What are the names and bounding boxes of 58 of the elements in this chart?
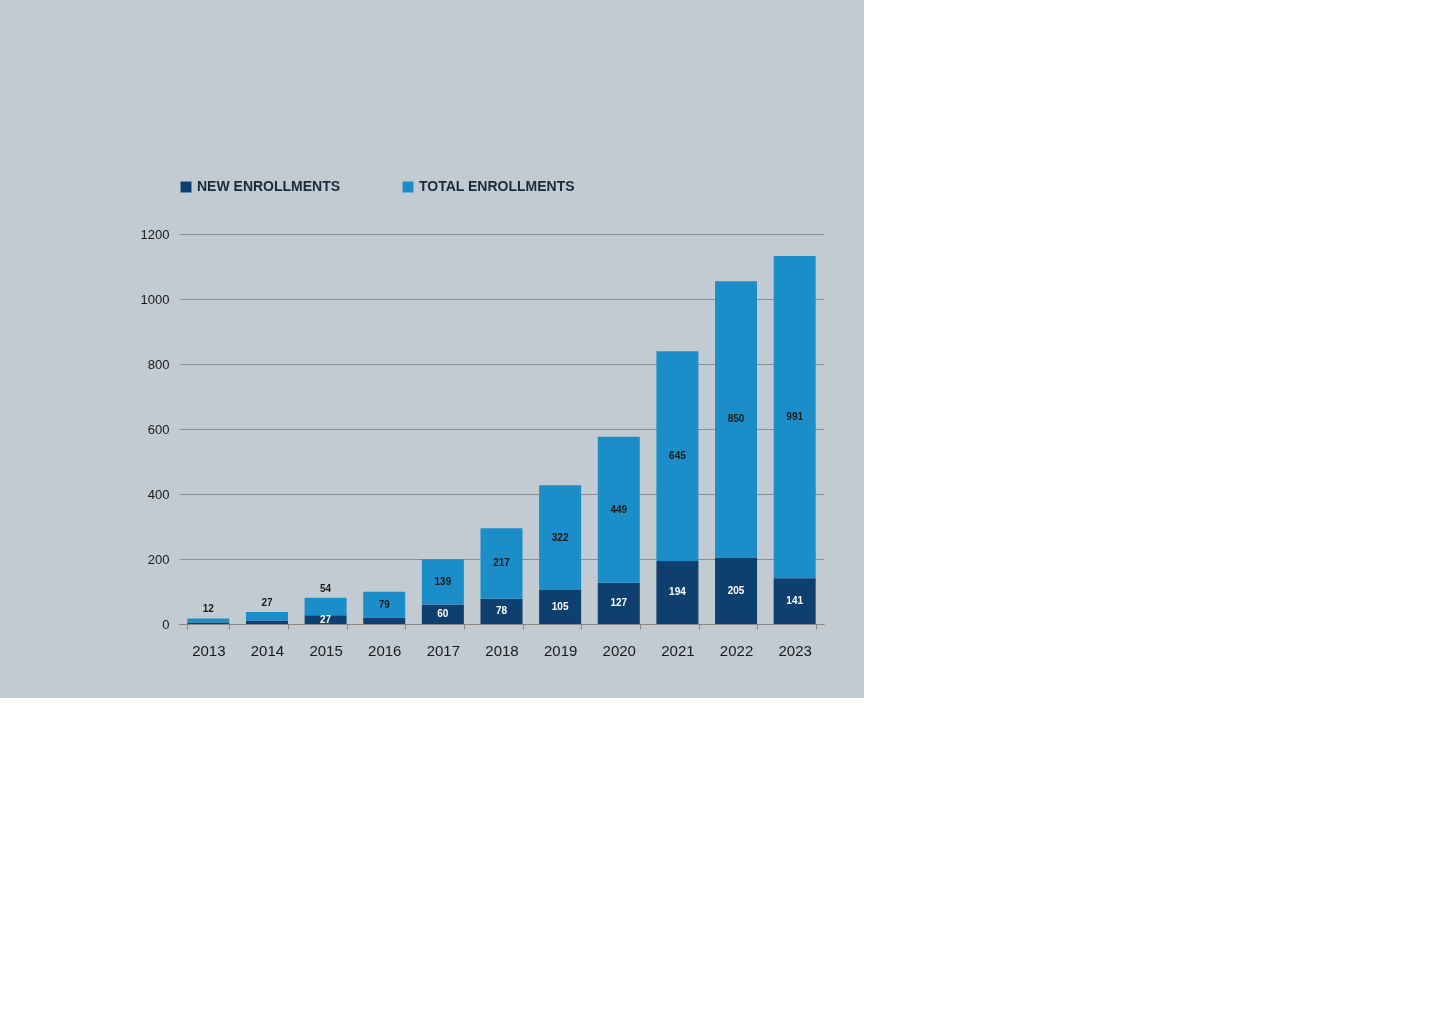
data-label: 205 xyxy=(727,584,745,596)
x-tick-label: 2017 xyxy=(426,641,461,659)
bar xyxy=(187,618,230,623)
bar xyxy=(539,485,582,590)
legend-label: TOTAL ENROLLMENTS xyxy=(419,178,575,194)
bar xyxy=(245,620,288,624)
x-tick-label: 2013 xyxy=(192,641,226,659)
data-label: 27 xyxy=(320,613,332,625)
data-label: 78 xyxy=(495,605,508,617)
x-tick-label: 2021 xyxy=(661,641,695,659)
data-label: 991 xyxy=(786,411,804,423)
data-label: 139 xyxy=(434,575,452,587)
bar xyxy=(480,598,523,624)
data-label: 127 xyxy=(610,597,628,609)
data-label: 322 xyxy=(551,531,569,543)
bar xyxy=(715,281,758,558)
data-label: 141 xyxy=(786,595,804,607)
y-tick-label: 0 xyxy=(162,616,170,632)
data-label: 194 xyxy=(669,586,687,598)
y-tick-label: 200 xyxy=(147,551,170,567)
bar xyxy=(480,528,523,599)
legend-label: NEW ENROLLMENTS xyxy=(197,178,341,194)
x-tick-label: 2022 xyxy=(719,641,754,659)
y-tick-label: 1200 xyxy=(140,226,170,242)
x-tick-label: 2016 xyxy=(368,641,402,659)
bar xyxy=(539,589,582,624)
data-label: 12 xyxy=(202,603,215,615)
y-tick-label: 600 xyxy=(147,421,170,437)
bar xyxy=(597,582,640,624)
bar xyxy=(715,557,758,624)
bar xyxy=(363,617,406,624)
x-tick-label: 2015 xyxy=(309,641,343,659)
bar xyxy=(656,560,699,624)
y-tick-label: 800 xyxy=(147,356,170,372)
data-label: 27 xyxy=(261,596,273,608)
bar xyxy=(245,611,288,621)
x-tick-label: 2020 xyxy=(602,641,636,659)
data-label: 54 xyxy=(320,582,332,594)
data-label: 850 xyxy=(727,413,745,425)
x-tick-label: 2018 xyxy=(485,641,519,659)
data-label: 645 xyxy=(669,450,687,462)
y-tick-label: 1000 xyxy=(140,291,170,307)
x-tick-label: 2019 xyxy=(543,641,578,659)
data-label: 60 xyxy=(437,608,449,620)
bar xyxy=(421,559,464,605)
bar xyxy=(773,256,816,579)
data-label: 217 xyxy=(493,557,511,569)
data-label: 449 xyxy=(610,503,628,515)
bar xyxy=(773,578,816,624)
bar xyxy=(304,597,347,616)
bar xyxy=(656,351,699,561)
x-tick-label: 2023 xyxy=(778,641,812,659)
data-label: 105 xyxy=(551,600,569,612)
bar xyxy=(363,591,406,618)
data-label: 79 xyxy=(378,598,391,610)
y-tick-label: 400 xyxy=(147,486,170,502)
bar xyxy=(597,436,640,583)
x-tick-label: 2014 xyxy=(250,641,285,659)
